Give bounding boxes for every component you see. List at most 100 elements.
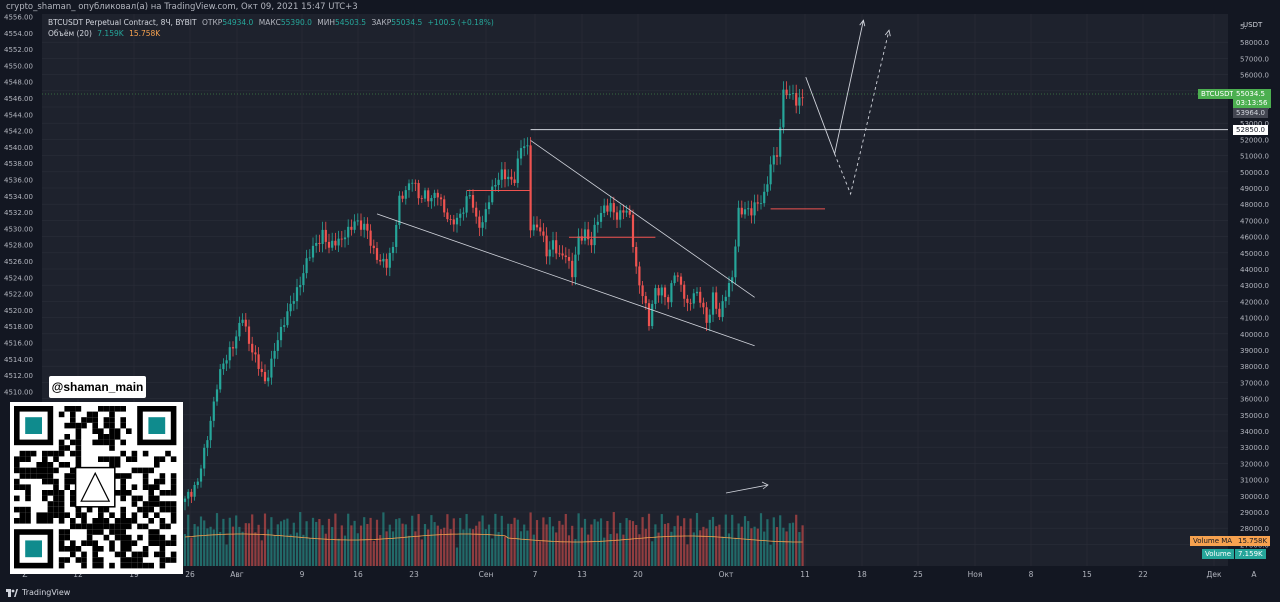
candle-body [564,255,567,258]
qr-module [98,428,104,434]
qr-module [86,506,93,513]
qr-module [109,529,115,535]
volume-bar [414,531,417,566]
candle-body [324,229,327,242]
axis-unit-label[interactable]: USDT [1240,20,1265,30]
time-axis[interactable]: Z 12 19 26 Авг 9 16 23 Сен 7 13 20 Окт 11 18 25 Ноя 8 15 22… [0,566,1280,584]
right-axis-tick: 30000.0 [1240,493,1269,501]
candle-body [743,209,747,215]
qr-module [103,434,110,440]
candle-body [455,217,459,225]
candle-body [244,319,247,327]
volume-bar [628,520,631,566]
candle-body [439,197,443,200]
qr-module [148,484,154,490]
candle-body [196,481,199,485]
qr-module [53,495,59,502]
right-axis-tick: 53000.0 [1240,120,1269,128]
candle-body [401,195,404,199]
candle-body [603,205,606,213]
left-axis-tick: 4542.00 [4,128,33,136]
qr-module [58,411,65,418]
qr-module [92,551,98,558]
volume-bar [580,527,583,566]
qr-module [75,445,82,451]
right-axis-tick: 56000.0 [1240,72,1269,80]
candle-body [510,176,513,180]
attribution-bar: crypto_shaman_ опубликовал(а) на Trading… [0,0,1280,14]
candle-body [587,229,590,240]
qr-module [131,512,138,518]
volume-arrow-head-icon [761,481,769,490]
qr-module [53,484,59,490]
qr-module [92,529,98,535]
qr-module [148,529,154,535]
volume-bar [350,525,353,566]
volume-bar [481,515,484,566]
qr-module [103,417,110,423]
chart-pane[interactable]: 4556.00 4554.00 4552.00 4550.00 4548.00 4546.… [0,14,1280,584]
qr-module [25,495,31,502]
qr-module [109,540,115,546]
candle-body [702,302,705,308]
qr-module [19,467,26,474]
volume-bar [567,535,571,566]
volume-bar [283,519,286,566]
qr-module [70,473,76,479]
qr-module [120,551,126,558]
time-axis-tick: 13 [577,570,587,579]
qr-module [92,562,98,569]
volume-bar [625,518,628,566]
qr-module [14,484,20,490]
price-chart[interactable]: 4556.00 4554.00 4552.00 4550.00 4548.00 4546.… [0,14,1280,584]
volume-bar [590,524,593,566]
qr-module [64,462,70,468]
volume-bar [523,524,526,566]
candle-body [708,314,711,323]
qr-module [92,428,98,434]
candle-body [411,182,414,184]
volume-bar [430,515,433,566]
qr-module [109,406,115,412]
qr-module [25,473,31,479]
volume-bar [235,515,238,566]
qr-module [109,411,115,418]
qr-module [30,473,37,479]
volume-bar [574,538,577,566]
qr-module [64,529,70,535]
volume-bar [331,526,334,566]
qr-module [53,467,59,474]
qr-module [109,428,115,434]
volume-bar [260,540,263,566]
qr-module [86,540,93,546]
qr-module [142,546,149,552]
qr-module [137,562,143,569]
qr-module [170,518,177,524]
candle-body [791,93,795,94]
qr-module [58,557,65,563]
left-axis-tick: 4532.00 [4,209,33,217]
volume-bar [798,532,801,566]
drawings[interactable] [42,19,1228,494]
right-axis-tick: 48000.0 [1240,201,1269,209]
volume-bar [203,520,206,566]
volume-bar [308,537,311,566]
qr-module [47,478,54,485]
left-axis-tick: 4514.00 [4,356,33,364]
volume-bar [763,531,766,566]
qr-module [148,540,154,546]
volume-bar [212,529,215,566]
qr-module [114,534,121,541]
candle-body [724,296,727,302]
left-axis-tick: 4536.00 [4,177,33,185]
time-axis-tick: 7 [533,570,538,579]
volume-bar [676,515,679,566]
qr-module [137,467,143,474]
candle-body [452,219,455,225]
left-axis-tick: 4522.00 [4,291,33,299]
time-axis-tick: Сен [479,570,494,579]
candle-body [193,484,196,497]
qr-module [36,512,42,518]
qr-module [92,439,98,446]
qr-module [75,462,82,468]
